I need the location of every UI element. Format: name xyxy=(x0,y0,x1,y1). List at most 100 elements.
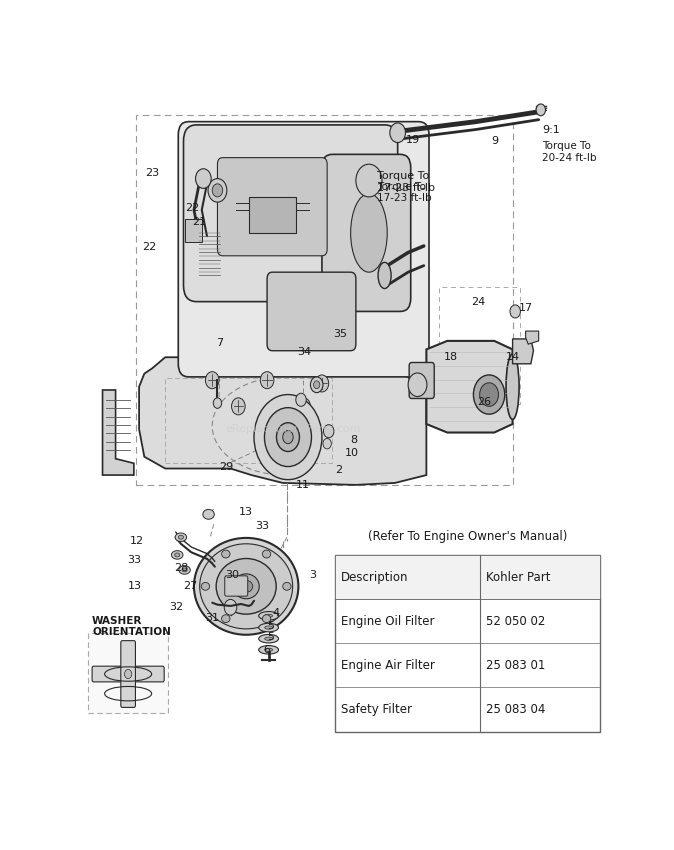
Text: 21: 21 xyxy=(192,217,206,227)
Text: eReplacementParts.com: eReplacementParts.com xyxy=(225,424,361,434)
Ellipse shape xyxy=(171,551,183,559)
FancyBboxPatch shape xyxy=(409,362,434,399)
Ellipse shape xyxy=(506,354,519,419)
Text: Description: Description xyxy=(341,570,408,583)
Text: 34: 34 xyxy=(297,347,311,357)
Circle shape xyxy=(297,398,311,415)
Text: 23: 23 xyxy=(146,167,160,178)
Ellipse shape xyxy=(259,611,278,620)
Text: 22: 22 xyxy=(185,203,200,213)
Text: 8: 8 xyxy=(350,435,358,445)
Text: 13: 13 xyxy=(239,507,252,518)
Circle shape xyxy=(224,599,237,615)
Ellipse shape xyxy=(233,574,259,598)
Polygon shape xyxy=(513,339,534,364)
Ellipse shape xyxy=(194,538,299,635)
Circle shape xyxy=(324,425,334,438)
Ellipse shape xyxy=(259,623,278,632)
Circle shape xyxy=(212,184,222,197)
Ellipse shape xyxy=(202,582,210,590)
Text: 14: 14 xyxy=(506,352,520,362)
Text: 32: 32 xyxy=(169,603,183,612)
Circle shape xyxy=(313,381,320,388)
Ellipse shape xyxy=(179,566,190,575)
FancyBboxPatch shape xyxy=(224,575,248,596)
Text: Engine Air Filter: Engine Air Filter xyxy=(341,659,435,672)
FancyBboxPatch shape xyxy=(183,125,398,302)
Text: 52 050 02: 52 050 02 xyxy=(486,615,545,627)
Circle shape xyxy=(536,104,545,116)
Text: Kohler Part: Kohler Part xyxy=(486,570,551,583)
Ellipse shape xyxy=(265,626,272,629)
Text: 25 083 01: 25 083 01 xyxy=(486,659,545,672)
Circle shape xyxy=(390,123,406,143)
FancyBboxPatch shape xyxy=(185,218,202,242)
Bar xyxy=(439,286,520,405)
Ellipse shape xyxy=(265,615,272,617)
Circle shape xyxy=(206,371,219,388)
Text: 5: 5 xyxy=(267,632,274,642)
Text: 9:1: 9:1 xyxy=(542,125,559,135)
Bar xyxy=(165,378,332,463)
Ellipse shape xyxy=(178,536,183,539)
Text: 25 083 04: 25 083 04 xyxy=(486,703,545,716)
Text: 6: 6 xyxy=(263,645,270,654)
FancyBboxPatch shape xyxy=(322,155,410,311)
Ellipse shape xyxy=(200,544,293,629)
Ellipse shape xyxy=(216,558,276,615)
Ellipse shape xyxy=(378,263,391,288)
Text: 3: 3 xyxy=(309,570,316,580)
Circle shape xyxy=(510,305,520,318)
Text: (Refer To Engine Owner's Manual): (Refer To Engine Owner's Manual) xyxy=(368,530,568,543)
Text: 28: 28 xyxy=(174,563,188,573)
Ellipse shape xyxy=(175,553,180,557)
Text: 29: 29 xyxy=(219,462,233,473)
Circle shape xyxy=(208,178,227,202)
Circle shape xyxy=(356,164,382,197)
Ellipse shape xyxy=(222,615,230,622)
Ellipse shape xyxy=(262,615,271,622)
Text: 30: 30 xyxy=(225,570,239,580)
Text: 12: 12 xyxy=(130,536,144,546)
Ellipse shape xyxy=(283,582,291,590)
Polygon shape xyxy=(526,332,539,344)
Polygon shape xyxy=(427,341,513,433)
Text: 17: 17 xyxy=(519,303,533,313)
Circle shape xyxy=(232,398,245,415)
Circle shape xyxy=(408,373,427,397)
Text: 33: 33 xyxy=(255,521,270,531)
Circle shape xyxy=(195,169,211,189)
Text: Safety Filter: Safety Filter xyxy=(341,703,412,716)
Ellipse shape xyxy=(262,550,271,558)
Text: 22: 22 xyxy=(142,242,156,252)
Text: 33: 33 xyxy=(127,555,141,565)
Circle shape xyxy=(276,422,299,451)
Ellipse shape xyxy=(350,194,387,272)
Ellipse shape xyxy=(265,637,272,640)
Circle shape xyxy=(480,382,499,406)
Text: 4: 4 xyxy=(272,608,280,617)
Text: 2: 2 xyxy=(335,465,342,475)
Bar xyxy=(335,555,601,599)
Text: 5: 5 xyxy=(267,620,274,631)
Circle shape xyxy=(283,431,293,444)
Text: Torque To
17-23 ft-lb: Torque To 17-23 ft-lb xyxy=(377,182,431,203)
Text: Torque To
17-23 ft-lb: Torque To 17-23 ft-lb xyxy=(377,171,435,193)
Circle shape xyxy=(254,394,322,479)
Ellipse shape xyxy=(259,634,278,643)
Text: Engine Oil Filter: Engine Oil Filter xyxy=(341,615,435,627)
Circle shape xyxy=(296,394,306,406)
Text: 18: 18 xyxy=(443,352,458,362)
Ellipse shape xyxy=(259,645,278,654)
Text: 26: 26 xyxy=(477,397,491,407)
FancyBboxPatch shape xyxy=(218,157,327,256)
Circle shape xyxy=(264,408,311,467)
FancyBboxPatch shape xyxy=(121,641,135,707)
Circle shape xyxy=(315,375,329,392)
Circle shape xyxy=(473,375,505,414)
Text: Torque To
20-24 ft-lb: Torque To 20-24 ft-lb xyxy=(542,141,596,163)
Text: 35: 35 xyxy=(334,329,347,338)
Circle shape xyxy=(323,439,332,449)
Circle shape xyxy=(125,670,132,678)
Bar xyxy=(249,197,296,233)
